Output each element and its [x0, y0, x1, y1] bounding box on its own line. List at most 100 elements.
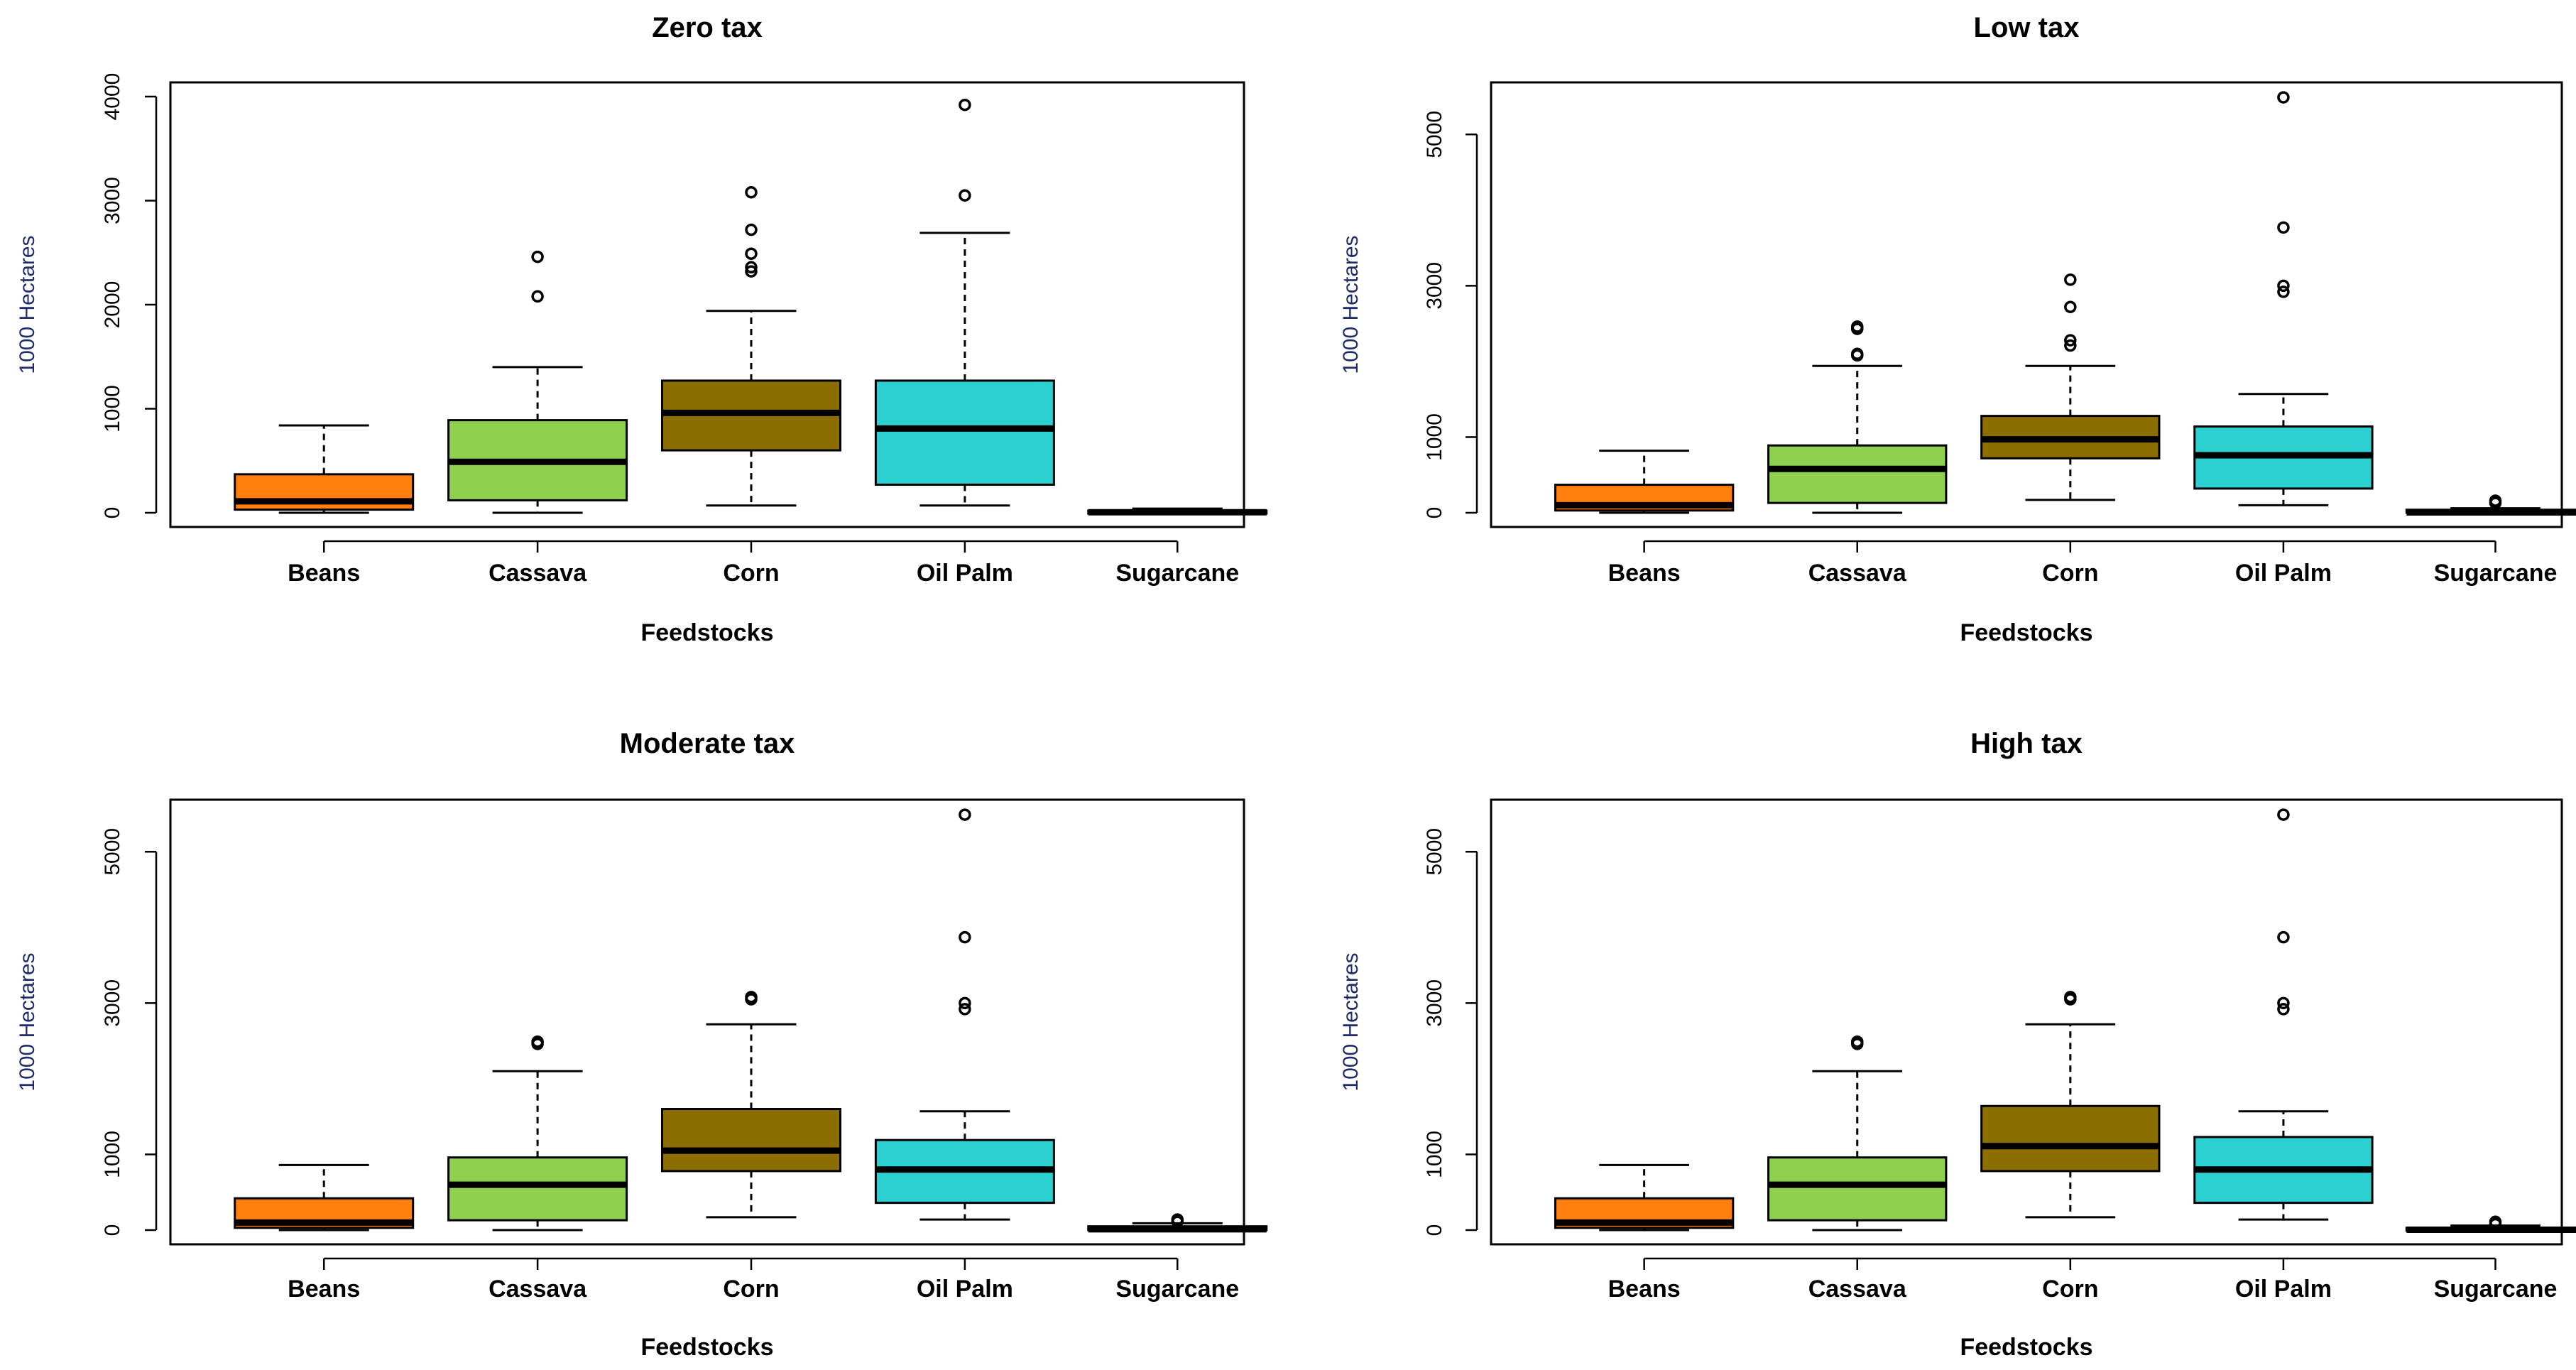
box-corn	[660, 991, 841, 1219]
x-tick-label: Sugarcane	[1115, 1276, 1239, 1303]
y-tick-label: 5000	[1423, 828, 1446, 876]
y-tick-label: 0	[1423, 1224, 1446, 1236]
outlier-point	[959, 808, 971, 821]
outlier-point	[2277, 930, 2290, 944]
y-tick-label: 5000	[1423, 111, 1446, 158]
y-axis-label: 1000 Hectares	[16, 235, 39, 374]
box-iqr	[447, 1156, 628, 1222]
box-oil-palm	[2193, 91, 2374, 506]
outlier-point	[531, 290, 544, 303]
box-sugarcane	[2405, 494, 2576, 516]
box-cassava	[447, 250, 628, 514]
x-tick-label: Oil Palm	[2235, 560, 2332, 587]
outlier-point	[2064, 273, 2077, 286]
plot-frame	[169, 798, 1245, 1246]
box-cassava	[447, 1035, 628, 1232]
box-sugarcane	[1087, 507, 1268, 516]
outlier-point	[531, 1035, 544, 1048]
outlier-point	[2277, 286, 2290, 298]
x-tick-label: Beans	[288, 1276, 360, 1303]
plot-frame	[1490, 81, 2563, 528]
y-tick-label: 4000	[101, 73, 124, 121]
outlier-point	[745, 186, 758, 199]
chart-title: High tax	[1970, 728, 2083, 759]
outlier-point	[959, 189, 971, 202]
outlier-point	[2277, 996, 2290, 1010]
y-tick-label: 5000	[101, 828, 124, 876]
x-tick-label: Corn	[2042, 560, 2098, 587]
x-tick-label: Beans	[1608, 1276, 1681, 1303]
box-beans	[1554, 1163, 1735, 1232]
box-beans	[1554, 450, 1735, 514]
y-tick-label: 3000	[101, 979, 124, 1027]
outlier-point	[1171, 1213, 1184, 1226]
box-iqr	[874, 379, 1055, 486]
outlier-point	[959, 98, 971, 112]
outlier-point	[2277, 91, 2290, 104]
y-axis-label: 1000 Hectares	[1339, 235, 1363, 374]
outlier-point	[2277, 808, 2290, 821]
x-axis-label: Feedstocks	[1960, 1334, 2092, 1361]
x-tick-label: Cassava	[489, 1276, 587, 1303]
y-tick-label: 2000	[101, 281, 124, 329]
outlier-point	[745, 261, 758, 274]
y-tick-label: 1000	[1423, 413, 1446, 461]
plot-frame	[1490, 798, 2563, 1246]
x-tick-label: Corn	[723, 560, 779, 587]
box-cassava	[1767, 1035, 1948, 1232]
box-oil-palm	[874, 98, 1055, 507]
x-tick-label: Cassava	[1808, 560, 1907, 587]
box-beans	[234, 424, 415, 514]
outlier-point	[745, 265, 758, 278]
x-tick-label: Sugarcane	[1115, 560, 1239, 587]
outlier-point	[745, 223, 758, 237]
outlier-point	[959, 996, 971, 1010]
x-tick-label: Sugarcane	[2434, 1276, 2558, 1303]
box-iqr	[1980, 1104, 2161, 1173]
outlier-point	[2064, 300, 2077, 313]
y-tick-label: 1000	[101, 1131, 124, 1178]
outlier-point	[2489, 1215, 2502, 1229]
y-tick-label: 3000	[1423, 979, 1446, 1027]
box-corn	[1980, 273, 2161, 501]
y-tick-label: 0	[101, 1224, 124, 1236]
box-cassava	[1767, 320, 1948, 514]
outlier-point	[2277, 1003, 2290, 1016]
x-tick-label: Beans	[288, 560, 360, 587]
box-corn	[1980, 991, 2161, 1219]
chart-title: Moderate tax	[620, 728, 795, 759]
y-tick-label: 3000	[1423, 262, 1446, 310]
y-axis-label: 1000 Hectares	[16, 952, 39, 1091]
y-tick-label: 0	[101, 507, 124, 519]
box-oil-palm	[874, 808, 1055, 1221]
chart-title: Zero tax	[652, 12, 763, 43]
chart-panel-2: Low tax 0 1000 3000 5000 1000 Hectares Beans Ca…	[1339, 12, 2576, 646]
x-axis-label: Feedstocks	[640, 619, 773, 646]
box-oil-palm	[2193, 808, 2374, 1221]
outlier-point	[2064, 991, 2077, 1004]
outlier-point	[745, 991, 758, 1004]
box-beans	[234, 1163, 415, 1232]
x-tick-label: Oil Palm	[917, 1276, 1013, 1303]
outlier-point	[2277, 221, 2290, 234]
x-tick-label: Oil Palm	[2235, 1276, 2332, 1303]
outlier-point	[2489, 494, 2502, 507]
y-tick-label: 3000	[101, 177, 124, 224]
x-tick-label: Corn	[723, 1276, 779, 1303]
x-tick-label: Cassava	[489, 560, 587, 587]
outlier-point	[959, 1003, 971, 1016]
y-tick-label: 0	[1423, 507, 1446, 519]
chart-panel-4: High tax 0 1000 3000 5000 1000 Hectares Beans C…	[1339, 728, 2576, 1361]
box-iqr	[1767, 1156, 1948, 1222]
box-iqr	[660, 1108, 841, 1173]
x-tick-label: Oil Palm	[917, 560, 1013, 587]
x-axis-label: Feedstocks	[640, 1334, 773, 1361]
x-axis-label: Feedstocks	[1960, 619, 2092, 646]
x-tick-label: Corn	[2042, 1276, 2098, 1303]
y-axis-label: 1000 Hectares	[1339, 952, 1363, 1091]
box-iqr	[1767, 444, 1948, 504]
x-tick-label: Cassava	[1808, 1276, 1907, 1303]
chart-title: Low tax	[1974, 12, 2080, 43]
chart-panel-1: Zero tax 0 1000 2000 3000 4000 1000 Hectares Be…	[16, 12, 1268, 646]
